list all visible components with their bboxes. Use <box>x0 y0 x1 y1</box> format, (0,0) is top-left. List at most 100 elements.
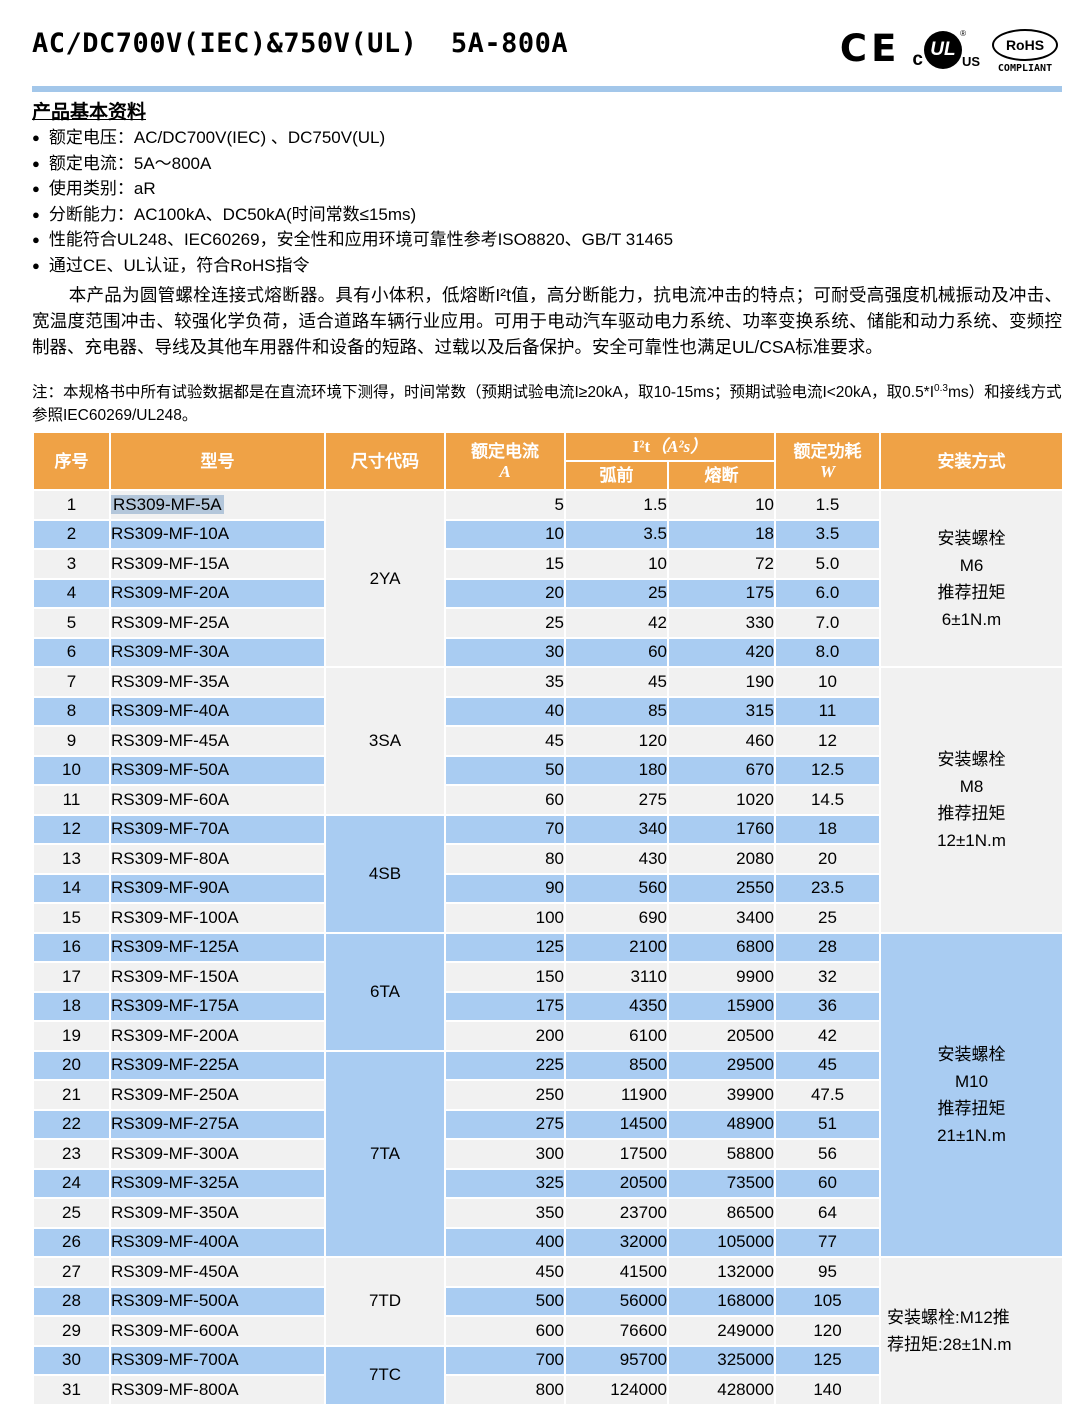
bullet-text: 性能符合UL248、IEC60269，安全性和应用环境可靠性参考ISO8820、… <box>48 230 674 249</box>
note-before-sup: 注：本规格书中所有试验数据都是在直流环境下测得，时间常数（预期试验电流I≥20k… <box>32 384 935 401</box>
size-code-cell: 7TA <box>324 1049 446 1258</box>
rated-current-cell: 90 <box>444 872 566 904</box>
size-code-cell: 2YA <box>324 489 446 668</box>
bullet-item: ● 分断能力：AC100kA、DC50kA(时间常数≤15ms) <box>32 205 1062 225</box>
table-row: 11 RS309-MF-60A 60 275 1020 14.5 <box>32 784 1063 816</box>
rated-power-cell: 8.0 <box>774 636 881 668</box>
rated-power-cell: 125 <box>774 1344 881 1376</box>
model-cell: RS309-MF-700A <box>109 1344 326 1376</box>
model-cell: RS309-MF-60A <box>109 784 326 816</box>
rated-current-cell: 300 <box>444 1138 566 1170</box>
melt-i2t-cell: 420 <box>667 636 776 668</box>
table-row: 17 RS309-MF-150A 150 3110 9900 32 <box>32 961 1063 993</box>
header-melt: 熔断 <box>667 460 776 491</box>
model-cell: RS309-MF-600A <box>109 1315 326 1347</box>
rated-current-cell: 400 <box>444 1226 566 1258</box>
table-row: 29 RS309-MF-600A 600 76600 249000 120 <box>32 1315 1063 1347</box>
model-cell: RS309-MF-400A <box>109 1226 326 1258</box>
table-row: 16 RS309-MF-125A 6TA 125 2100 6800 28 安装螺栓 M10 … <box>32 931 1064 1258</box>
melt-i2t-cell: 670 <box>667 754 776 786</box>
rated-current-cell: 40 <box>444 695 566 727</box>
model-text: RS309-MF-100A <box>111 907 239 927</box>
row-index-cell: 14 <box>32 872 111 904</box>
rated-power-cell: 10 <box>774 666 881 698</box>
table-row: 25 RS309-MF-350A 350 23700 86500 64 <box>32 1197 1063 1229</box>
melt-i2t-cell: 3400 <box>667 902 776 934</box>
prearc-i2t-cell: 180 <box>564 754 669 786</box>
row-index-cell: 26 <box>32 1226 111 1258</box>
rated-current-cell: 450 <box>444 1256 566 1288</box>
model-cell: RS309-MF-45A <box>109 725 326 757</box>
rated-power-cell: 120 <box>774 1315 881 1347</box>
rated-current-cell: 125 <box>444 931 566 963</box>
row-index-cell: 27 <box>32 1256 111 1288</box>
melt-i2t-cell: 428000 <box>667 1374 776 1406</box>
table-row: 6 RS309-MF-30A 30 60 420 8.0 <box>32 636 1063 668</box>
model-cell: RS309-MF-20A <box>109 577 326 609</box>
prearc-i2t-cell: 1.5 <box>564 489 669 521</box>
row-index-cell: 7 <box>32 666 111 698</box>
model-cell: RS309-MF-450A <box>109 1256 326 1288</box>
rated-current-cell: 70 <box>444 813 566 845</box>
prearc-i2t-cell: 17500 <box>564 1138 669 1170</box>
rated-current-cell: 30 <box>444 636 566 668</box>
prearc-i2t-cell: 95700 <box>564 1344 669 1376</box>
model-text: RS309-MF-40A <box>111 701 230 721</box>
model-cell: RS309-MF-300A <box>109 1138 326 1170</box>
melt-i2t-cell: 15900 <box>667 990 776 1022</box>
rated-current-cell: 225 <box>444 1049 566 1081</box>
header-rated-power: 额定功耗 W <box>774 431 881 491</box>
rated-power-cell: 60 <box>774 1167 881 1199</box>
rated-current-cell: 60 <box>444 784 566 816</box>
prearc-i2t-cell: 32000 <box>564 1226 669 1258</box>
note-text: 注：本规格书中所有试验数据都是在直流环境下测得，时间常数（预期试验电流I≥20k… <box>32 381 1062 427</box>
model-text: RS309-MF-50A <box>111 760 230 780</box>
prearc-i2t-cell: 14500 <box>564 1108 669 1140</box>
size-code-cell: 6TA <box>324 931 446 1052</box>
ul-us-label: US <box>961 54 980 69</box>
row-index-cell: 25 <box>32 1197 111 1229</box>
certification-logos: CE c UL ® US RoHS COMPLIANT <box>840 27 1058 74</box>
model-cell: RS309-MF-50A <box>109 754 326 786</box>
melt-i2t-cell: 48900 <box>667 1108 776 1140</box>
model-text: RS309-MF-80A <box>111 848 230 868</box>
table-row: 3 RS309-MF-15A 15 10 72 5.0 <box>32 548 1063 580</box>
melt-i2t-cell: 20500 <box>667 1020 776 1052</box>
model-text: RS309-MF-25A <box>111 612 230 632</box>
model-text: RS309-MF-325A <box>111 1173 239 1193</box>
prearc-i2t-cell: 60 <box>564 636 669 668</box>
model-text: RS309-MF-450A <box>111 1261 239 1281</box>
model-text: RS309-MF-10A <box>111 524 230 544</box>
header-rated-current: 额定电流 A <box>444 431 566 491</box>
ul-circle-icon: UL <box>923 31 962 69</box>
model-text: RS309-MF-5A <box>112 494 224 514</box>
row-index-cell: 22 <box>32 1108 111 1140</box>
rated-power-cell: 6.0 <box>774 577 881 609</box>
bullet-icon: ● <box>32 232 40 247</box>
rohs-mark-icon: RoHS COMPLIANT <box>992 29 1058 74</box>
model-cell: RS309-MF-500A <box>109 1285 326 1317</box>
row-index-cell: 19 <box>32 1020 111 1052</box>
rated-current-cell: 50 <box>444 754 566 786</box>
header-i2t: I²t（A²s） <box>564 431 776 462</box>
melt-i2t-cell: 72 <box>667 548 776 580</box>
melt-i2t-cell: 175 <box>667 577 776 609</box>
prearc-i2t-cell: 23700 <box>564 1197 669 1229</box>
prearc-i2t-cell: 76600 <box>564 1315 669 1347</box>
model-cell: RS309-MF-100A <box>109 902 326 934</box>
rated-current-cell: 25 <box>444 607 566 639</box>
row-index-cell: 4 <box>32 577 111 609</box>
header-i2t-unit: （A²s） <box>650 437 708 456</box>
model-text: RS309-MF-15A <box>111 553 230 573</box>
bullet-text: 使用类别：aR <box>48 179 156 198</box>
row-index-cell: 12 <box>32 813 111 845</box>
model-text: RS309-MF-30A <box>111 642 230 662</box>
row-index-cell: 24 <box>32 1167 111 1199</box>
note-superscript: 0.3 <box>934 382 948 394</box>
product-description: 本产品为圆管螺栓连接式熔断器。具有小体积，低熔断I²t值，高分断能力，抗电流冲击… <box>32 285 1062 357</box>
mount-cell: 安装螺栓 M6 推荐扭矩 6±1N.m <box>879 489 1064 668</box>
model-text: RS309-MF-20A <box>111 583 230 603</box>
bullet-icon: ● <box>32 155 40 171</box>
model-text: RS309-MF-150A <box>111 966 239 986</box>
